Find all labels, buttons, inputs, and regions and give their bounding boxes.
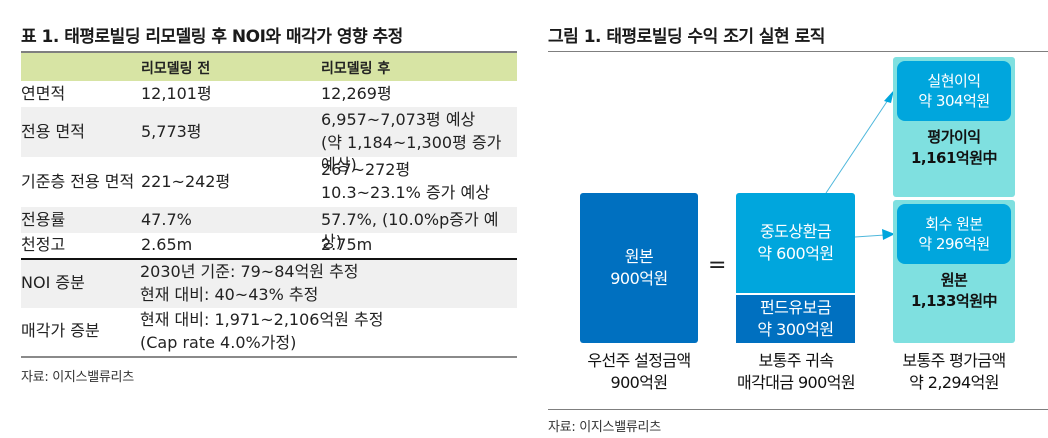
figure-top-rule (548, 51, 1048, 52)
table-bottom-rule (21, 356, 517, 358)
row-label: 천정고 (21, 235, 66, 254)
caption-line: 900억원 (610, 373, 669, 392)
row-value: 2030년 기준: 79~84억원 추정 (140, 262, 359, 281)
caption-common-sale: 보통주 귀속 매각대금 900억원 (716, 350, 876, 394)
table-source: 자료: 이지스밸류리츠 (21, 370, 134, 385)
box-line: 약 600억원 (757, 244, 834, 263)
table-top-rule (21, 51, 517, 53)
table-row: 전용 면적 5,773평 6,957~7,073평 예상 (약 1,184~1,… (21, 107, 517, 174)
row-value: (Cap rate 4.0%가정) (140, 333, 297, 352)
row-before: 5,773평 (141, 122, 202, 141)
box-line: 약 300억원 (757, 320, 834, 339)
table-row: 매각가 증분 현재 대비: 1,971~2,106억원 추정 (Cap rate… (21, 308, 517, 356)
caption-preferred: 우선주 설정금액 900억원 (560, 350, 718, 394)
header-after: 리모델링 후 (321, 61, 391, 77)
caption-line: 우선주 설정금액 (587, 351, 691, 370)
pill-line: 약 296억원 (918, 235, 990, 253)
text-line: 원본 (940, 271, 968, 289)
row-after: 6,957~7,073평 예상 (321, 110, 476, 129)
row-label: 전용 면적 (21, 122, 85, 141)
pill-line: 약 304억원 (918, 92, 990, 110)
row-label: 전용률 (21, 210, 66, 229)
row-after-note: 10.3~23.1% 증가 예상 (321, 183, 490, 202)
table-row: NOI 증분 2030년 기준: 79~84억원 추정 현재 대비: 40~43… (21, 260, 517, 308)
text-line: 1,133억원中 (910, 292, 998, 310)
table-row: 전용률 47.7% 57.7%, (10.0%p증가 예상) (21, 207, 517, 251)
row-after: 267~272평 (321, 160, 411, 179)
row-before: 12,101평 (141, 84, 212, 103)
row-after-note: (약 1,184~1,300평 증가 예상) (321, 133, 502, 174)
fund-reserve-box: 펀드유보금 약 300억원 (736, 295, 855, 343)
text-line: 1,161억원中 (910, 149, 998, 167)
box-line: 900억원 (610, 269, 668, 288)
header-before: 리모델링 전 (141, 61, 211, 77)
caption-common-valuation: 보통주 평가금액 약 2,294억원 (874, 350, 1034, 394)
table-title: 표 1. 태평로빌딩 리모델링 후 NOI와 매각가 영향 추정 (21, 27, 403, 47)
pill-line: 실현이익 (927, 72, 981, 90)
equals-sign: = (708, 253, 727, 278)
row-after: 2.75m (321, 235, 373, 254)
caption-line: 약 2,294억원 (909, 373, 999, 392)
realized-gain-pill: 실현이익 약 304억원 (897, 61, 1011, 121)
pill-line: 회수 원본 (925, 215, 983, 233)
row-value: 현재 대비: 40~43% 추정 (140, 285, 319, 304)
row-label: 연면적 (21, 84, 66, 103)
caption-line: 보통주 귀속 (758, 351, 834, 370)
original-principal-box: 원본 900억원 (580, 193, 698, 343)
caption-line: 보통주 평가금액 (902, 351, 1006, 370)
row-before: 221~242평 (141, 172, 231, 191)
recovered-principal-pill: 회수 원본 약 296억원 (897, 204, 1011, 264)
valuation-gain-text: 평가이익 1,161억원中 (893, 127, 1015, 169)
box-line: 펀드유보금 (759, 298, 832, 317)
figure-source: 자료: 이지스밸류리츠 (548, 420, 661, 435)
row-after: 57.7%, (10.0%p증가 예상) (321, 210, 499, 251)
row-before: 2.65m (141, 235, 193, 254)
box-line: 중도상환금 (759, 222, 832, 241)
caption-line: 매각대금 900억원 (737, 373, 856, 392)
row-label: 매각가 증분 (21, 321, 100, 340)
row-label: 기준층 전용 면적 (21, 172, 135, 191)
midterm-repayment-box: 중도상환금 약 600억원 (736, 193, 855, 293)
figure-title: 그림 1. 태평로빌딩 수익 조기 실현 로직 (548, 27, 825, 47)
table-row: 천정고 2.65m 2.75m (21, 233, 517, 259)
figure-bottom-rule (548, 409, 1048, 410)
table-row: 기준층 전용 면적 221~242평 267~272평 10.3~23.1% 증… (21, 157, 517, 207)
row-label: NOI 증분 (21, 273, 85, 292)
row-before: 47.7% (141, 210, 192, 229)
text-line: 평가이익 (927, 128, 981, 146)
table-divider (21, 258, 517, 260)
box-line: 원본 (624, 247, 654, 266)
row-after: 12,269평 (321, 84, 392, 103)
row-value: 현재 대비: 1,971~2,106억원 추정 (140, 310, 384, 329)
table-row: 연면적 12,101평 12,269평 (21, 81, 517, 107)
table-header: 리모델링 전 리모델링 후 (21, 53, 517, 81)
principal-text: 원본 1,133억원中 (893, 270, 1015, 312)
